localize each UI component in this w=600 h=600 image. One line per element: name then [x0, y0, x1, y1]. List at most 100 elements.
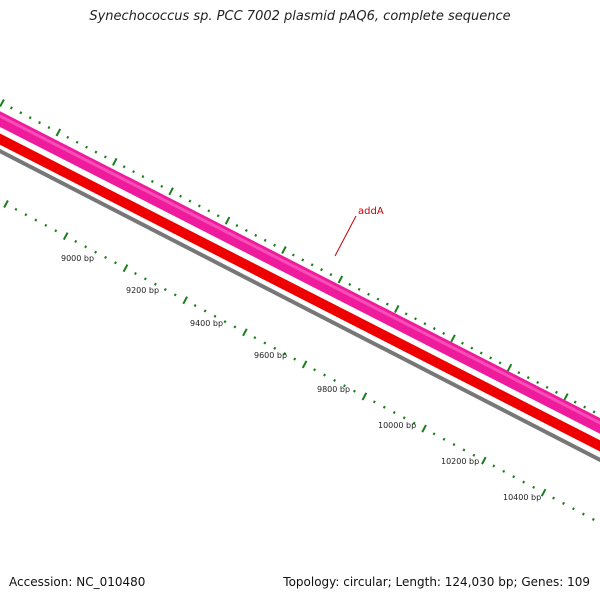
scale-tick-mark — [134, 271, 137, 276]
outer-tick-mark — [563, 393, 569, 402]
scale-tick-mark — [182, 296, 188, 305]
scale-labels: 9000 bp 9200 bp 9400 bp 9600 bp 9800 bp … — [61, 254, 541, 502]
outer-tick-mark — [75, 140, 79, 144]
scale-tick-mark — [402, 416, 406, 420]
outer-tick-mark — [85, 145, 88, 149]
map-title: Synechococcus sp. PCC 7002 plasmid pAQ6,… — [89, 9, 511, 24]
scale-tick-mark — [361, 392, 368, 401]
outer-tick-mark — [0, 99, 5, 107]
outer-tick-mark — [19, 111, 23, 115]
scale-tick-mark — [163, 288, 167, 292]
outer-tick-mark — [263, 238, 267, 242]
scale-tick-mark — [452, 443, 456, 447]
outer-tick-mark — [498, 361, 502, 365]
scale-tick-mark — [522, 480, 526, 484]
scale-label: 9800 bp — [317, 385, 350, 394]
scale-tick-mark — [193, 304, 197, 308]
scale-tick-mark — [323, 373, 326, 377]
outer-tick-mark — [450, 334, 456, 343]
outer-tick-mark — [310, 263, 314, 267]
outer-tick-mark — [394, 304, 400, 313]
scale-tick-mark — [153, 282, 157, 286]
outer-tick-mark — [188, 199, 192, 203]
outer-tick-mark — [235, 224, 239, 228]
scale-tick-mark — [462, 448, 466, 452]
scale-tick-mark — [540, 488, 547, 497]
scale-tick-mark — [392, 410, 396, 415]
scale-tick-mark — [502, 469, 506, 473]
scale-tick-mark — [421, 424, 427, 433]
outer-tick-mark — [197, 204, 201, 208]
gene-label-addA: addA — [358, 206, 384, 217]
outer-tick-mark — [583, 405, 587, 409]
scale-tick-mark — [293, 357, 297, 361]
scale-tick-mark — [213, 314, 217, 318]
outer-tick-mark — [132, 170, 135, 174]
outer-tick-mark — [376, 297, 380, 301]
scale-tick-mark — [382, 405, 386, 409]
outer-tick-mark — [555, 390, 558, 394]
scale-tick-mark — [372, 400, 376, 404]
scale-tick-mark — [273, 346, 277, 350]
forward-strand-track — [0, 111, 600, 434]
outer-tick-mark — [216, 214, 220, 218]
outer-tick-mark — [301, 258, 305, 262]
outer-tick-mark — [179, 194, 182, 198]
scale-tick-mark — [242, 328, 248, 337]
outer-tick-mark — [112, 157, 118, 166]
outer-tick-mark — [281, 246, 287, 255]
outer-tick-mark — [273, 243, 276, 247]
scale-tick-mark — [3, 200, 9, 208]
scale-tick-mark — [552, 496, 555, 500]
outer-tick-mark — [103, 155, 107, 159]
outer-tick-mark — [479, 351, 483, 355]
scale-tick-mark — [283, 352, 287, 356]
outer-tick-mark — [573, 400, 577, 404]
outer-tick-mark — [38, 121, 41, 125]
outer-tick-mark — [489, 356, 493, 360]
scale-tick-mark — [233, 325, 237, 329]
scale-tick-mark — [94, 250, 98, 254]
scale-tick-mark — [562, 501, 565, 505]
scale-label: 9600 bp — [254, 351, 287, 360]
outer-tick-mark — [367, 292, 370, 296]
scale-tick-mark — [114, 261, 117, 265]
scale-tick-mark — [333, 378, 336, 382]
scale-tick-mark — [44, 223, 48, 227]
scale-tick-mark — [432, 432, 436, 436]
outer-tick-mark — [337, 275, 344, 284]
outer-tick-mark — [244, 228, 248, 232]
outer-tick-mark — [224, 216, 231, 225]
scale-tick-mark — [253, 336, 257, 340]
scale-tick-mark — [223, 320, 227, 324]
scale-tick-mark — [14, 207, 18, 211]
scale-label: 9400 bp — [190, 319, 223, 328]
scale-tick-mark — [203, 309, 207, 313]
scale-tick-row — [3, 200, 595, 521]
scale-tick-mark — [143, 277, 147, 281]
outer-tick-mark — [160, 184, 164, 188]
scale-tick-mark — [122, 264, 129, 273]
sequence-summary-text: Topology: circular; Length: 124,030 bp; … — [283, 575, 590, 589]
outer-tick-mark — [291, 253, 295, 257]
outer-tick-mark — [385, 302, 389, 306]
scale-tick-mark — [591, 517, 595, 521]
scale-tick-mark — [572, 507, 575, 511]
scale-tick-mark — [532, 485, 536, 489]
scale-label: 9200 bp — [126, 286, 159, 295]
outer-tick-mark — [470, 346, 474, 350]
scale-tick-mark — [301, 360, 308, 369]
scale-tick-mark — [54, 229, 58, 233]
scale-tick-mark — [313, 368, 317, 372]
scale-label: 10200 bp — [441, 457, 479, 466]
outer-tick-mark — [506, 363, 513, 372]
gene-tracks — [0, 111, 600, 463]
scale-tick-mark — [472, 453, 476, 457]
outer-tick-mark — [55, 128, 62, 137]
scale-tick-mark — [492, 464, 496, 468]
scale-tick-mark — [173, 293, 177, 297]
outer-tick-mark — [9, 106, 13, 110]
outer-tick-row — [0, 99, 596, 414]
